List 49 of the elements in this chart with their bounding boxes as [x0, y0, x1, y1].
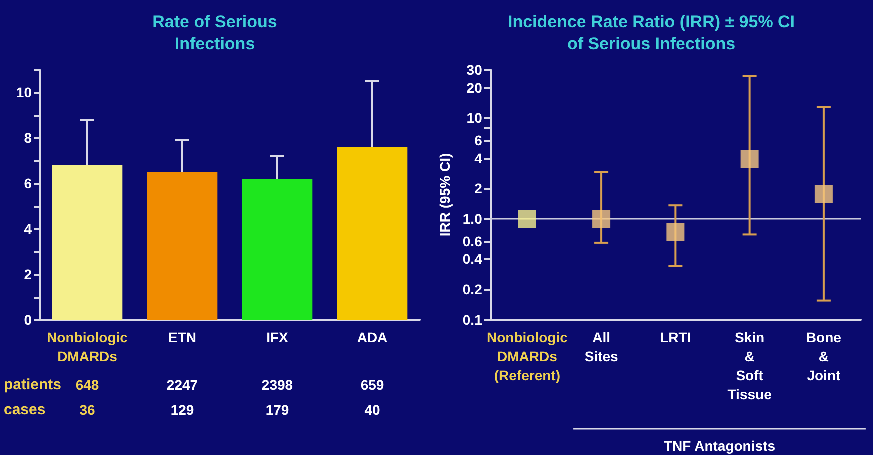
x-tick-label: ETN — [168, 330, 196, 346]
bar — [52, 165, 123, 320]
text: patients — [4, 376, 62, 394]
text: 129 — [170, 402, 194, 418]
text: TNF Antagonists — [664, 438, 776, 454]
point — [666, 223, 685, 242]
chart-title: Rate of Serious Infections — [152, 12, 278, 54]
y-tick-label: 0.6 — [462, 233, 483, 250]
y-tick-label: 2 — [474, 180, 483, 197]
y-tick-label: 10 — [466, 110, 483, 126]
x-tick-label: ADA — [357, 330, 388, 346]
y-tick-label: 30 — [466, 62, 483, 78]
x-tick-label: Skin & Soft Tissue — [728, 330, 772, 402]
point — [740, 150, 759, 168]
chart-title: Incidence Rate Ratio (IRR) ± 95% CI of Serious Infections — [508, 12, 796, 54]
y-axis-title: IRR (95% CI) — [437, 153, 453, 237]
y-tick-label: 8 — [24, 130, 32, 146]
text: 36 — [80, 402, 96, 418]
bar — [337, 147, 408, 320]
y-tick-label: 4 — [24, 221, 32, 238]
text: 179 — [266, 402, 290, 418]
text: 2398 — [262, 377, 294, 393]
y-tick-label: 10 — [16, 84, 32, 101]
y-tick-label: 0.2 — [462, 282, 483, 298]
bar — [147, 172, 218, 320]
y-tick-label: 1.0 — [462, 211, 483, 228]
point — [518, 210, 536, 228]
y-tick-label: 0.1 — [462, 312, 483, 328]
text: 2247 — [166, 377, 198, 393]
y-tick-label: 20 — [466, 80, 483, 96]
x-tick-label: IFX — [266, 330, 290, 346]
point — [592, 210, 611, 228]
x-tick-label: Nonbiologic DMARDs — [47, 330, 128, 364]
text: 659 — [360, 377, 384, 393]
point — [814, 186, 833, 204]
bar — [242, 179, 313, 320]
text: 648 — [76, 377, 100, 393]
x-tick-label: LRTI — [660, 330, 692, 346]
y-tick-label: 0.4 — [462, 251, 483, 268]
x-tick-label: Nonbiologic DMARDs (Referent) — [486, 330, 568, 384]
text: cases — [4, 402, 46, 418]
x-tick-label: Bone & Joint — [806, 330, 842, 384]
y-tick-label: 4 — [474, 150, 483, 166]
x-tick-label: All Sites — [584, 330, 618, 364]
y-tick-label: 6 — [24, 176, 32, 192]
y-tick-label: 2 — [24, 266, 32, 283]
text: 40 — [364, 402, 380, 418]
y-tick-label: 6 — [474, 132, 483, 149]
y-tick-label: 0 — [24, 312, 32, 328]
